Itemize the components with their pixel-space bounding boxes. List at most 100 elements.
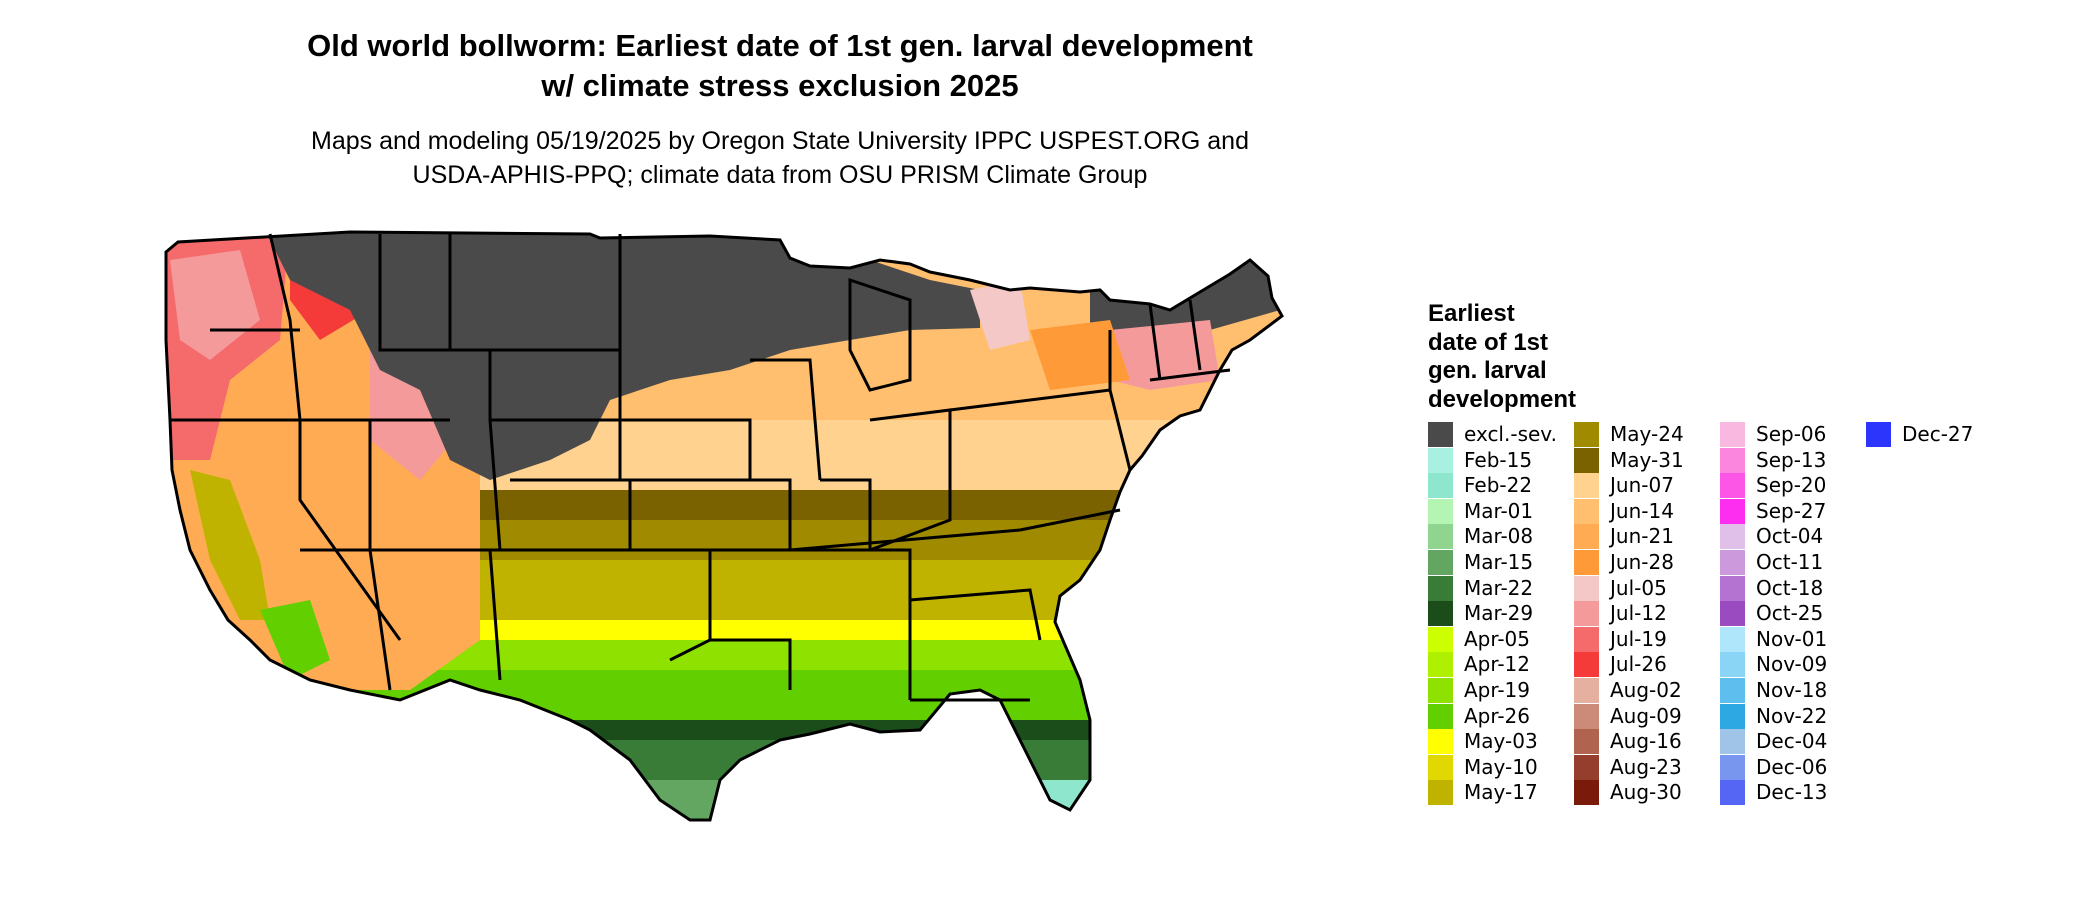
legend-swatch bbox=[1574, 524, 1599, 550]
legend-swatch bbox=[1574, 447, 1599, 473]
map-subtitle-line-1: Maps and modeling 05/19/2025 by Oregon S… bbox=[311, 127, 1249, 155]
map-fill bbox=[166, 232, 1282, 820]
legend-swatch bbox=[1720, 473, 1745, 499]
legend-label: Jul-26 bbox=[1610, 652, 1667, 677]
legend-swatch bbox=[1574, 677, 1599, 703]
map-subtitle-line-2: USDA-APHIS-PPQ; climate data from OSU PR… bbox=[412, 161, 1148, 189]
legend-swatch bbox=[1574, 575, 1599, 601]
region-desert-apr-26 bbox=[260, 600, 330, 680]
legend-swatch bbox=[1720, 754, 1745, 780]
legend-swatch bbox=[1574, 729, 1599, 755]
border-tn-north bbox=[789, 528, 1021, 552]
border-nh-me bbox=[1188, 299, 1202, 371]
legend-swatch bbox=[1720, 601, 1745, 627]
legend-label: Mar-08 bbox=[1464, 524, 1534, 549]
legend-label: May-31 bbox=[1610, 447, 1684, 472]
legend-swatch bbox=[1428, 754, 1453, 780]
legend-swatch bbox=[1574, 473, 1599, 499]
legend-swatch bbox=[1720, 447, 1745, 473]
legend-swatch bbox=[1574, 652, 1599, 678]
legend-swatch bbox=[1866, 422, 1891, 447]
legend-swatch bbox=[1574, 780, 1599, 806]
border-ia-mo bbox=[620, 418, 752, 482]
legend-swatch bbox=[1428, 473, 1453, 499]
legend-swatch bbox=[1574, 703, 1599, 729]
legend-label: Dec-04 bbox=[1756, 729, 1828, 754]
legend-swatch bbox=[1428, 447, 1453, 473]
legend-label: Dec-06 bbox=[1756, 754, 1828, 779]
legend-label: Nov-18 bbox=[1756, 677, 1828, 702]
legend-label: May-24 bbox=[1610, 422, 1684, 446]
map-title-line-1: Old world bollworm: Earliest date of 1st… bbox=[307, 28, 1253, 63]
legend-label: Nov-22 bbox=[1756, 703, 1828, 728]
legend-swatch bbox=[1574, 754, 1599, 780]
legend-label: Sep-13 bbox=[1756, 447, 1827, 472]
legend-label: Apr-26 bbox=[1464, 703, 1530, 728]
map-subtitle: Maps and modeling 05/19/2025 by Oregon S… bbox=[0, 124, 1560, 192]
legend-label: Aug-16 bbox=[1610, 729, 1682, 754]
legend-label: Dec-27 bbox=[1902, 422, 1974, 446]
legend-label: Feb-22 bbox=[1464, 473, 1533, 498]
legend-swatch bbox=[1720, 703, 1745, 729]
legend-swatch bbox=[1574, 549, 1599, 575]
legend-swatch bbox=[1428, 729, 1453, 755]
legend-label: Mar-01 bbox=[1464, 498, 1534, 523]
legend-swatch bbox=[1720, 575, 1745, 601]
legend-label: Nov-01 bbox=[1756, 626, 1828, 651]
legend-label: Aug-02 bbox=[1610, 677, 1682, 702]
border-az-nm bbox=[368, 549, 392, 691]
border-ga-sc bbox=[909, 588, 1042, 641]
legend-label: Apr-19 bbox=[1464, 677, 1530, 702]
legend-label: Aug-09 bbox=[1610, 703, 1682, 728]
legend-swatch bbox=[1428, 549, 1453, 575]
legend-swatch bbox=[1720, 524, 1745, 550]
us-outline bbox=[164, 230, 1284, 822]
legend-swatch bbox=[1428, 626, 1453, 652]
region-ny-jun-28 bbox=[1030, 320, 1130, 390]
legend-label: Sep-20 bbox=[1756, 473, 1827, 498]
legend-swatch bbox=[1574, 626, 1599, 652]
legend-label: Sep-06 bbox=[1756, 422, 1827, 446]
legend-label: May-10 bbox=[1464, 754, 1538, 779]
legend-label: Sep-27 bbox=[1756, 498, 1827, 523]
legend-swatch bbox=[1428, 601, 1453, 627]
legend-swatch bbox=[1720, 780, 1745, 806]
border-wi-il bbox=[750, 358, 822, 481]
map-title: Old world bollworm: Earliest date of 1st… bbox=[0, 26, 1560, 106]
border-michigan bbox=[848, 277, 912, 392]
legend-label: May-17 bbox=[1464, 780, 1538, 805]
legend-label: Mar-22 bbox=[1464, 575, 1534, 600]
border-va-nc bbox=[1019, 508, 1121, 532]
region-ca-valley-may-17 bbox=[190, 470, 270, 620]
legend-label: May-03 bbox=[1464, 729, 1538, 754]
legend-title-line: date of 1st bbox=[1428, 328, 1549, 356]
legend-label: Nov-09 bbox=[1756, 652, 1828, 677]
legend-swatch bbox=[1720, 549, 1745, 575]
legend-label: Jul-12 bbox=[1610, 601, 1667, 626]
legend-swatch bbox=[1720, 652, 1745, 678]
legend-title-line: development bbox=[1428, 385, 1577, 413]
border-oh-ky bbox=[869, 408, 952, 552]
legend-label: Mar-15 bbox=[1464, 549, 1534, 574]
legend-swatch bbox=[1428, 498, 1453, 524]
legend-swatch bbox=[1720, 626, 1745, 652]
legend-title: Earliest date of 1st gen. larval develop… bbox=[1428, 300, 1668, 414]
border-vt-nh bbox=[1148, 303, 1162, 381]
legend-swatch bbox=[1428, 575, 1453, 601]
legend-label: Jul-05 bbox=[1610, 575, 1667, 600]
border-in bbox=[820, 478, 872, 550]
legend-label: Jul-19 bbox=[1610, 626, 1667, 651]
us-map bbox=[164, 230, 1284, 822]
legend-swatch bbox=[1720, 729, 1745, 755]
legend-label: Feb-15 bbox=[1464, 447, 1533, 472]
legend-swatch bbox=[1428, 652, 1453, 678]
region-michigan-jul-05 bbox=[970, 280, 1030, 350]
region-cascades-jul-12 bbox=[170, 250, 260, 360]
legend-label: Mar-29 bbox=[1464, 601, 1534, 626]
legend-label: Oct-11 bbox=[1756, 549, 1824, 574]
legend-label: Jun-28 bbox=[1610, 549, 1674, 574]
state-borders bbox=[164, 230, 1284, 822]
legend-swatch bbox=[1428, 780, 1453, 806]
border-la bbox=[710, 638, 792, 690]
legend-label: Oct-18 bbox=[1756, 575, 1824, 600]
